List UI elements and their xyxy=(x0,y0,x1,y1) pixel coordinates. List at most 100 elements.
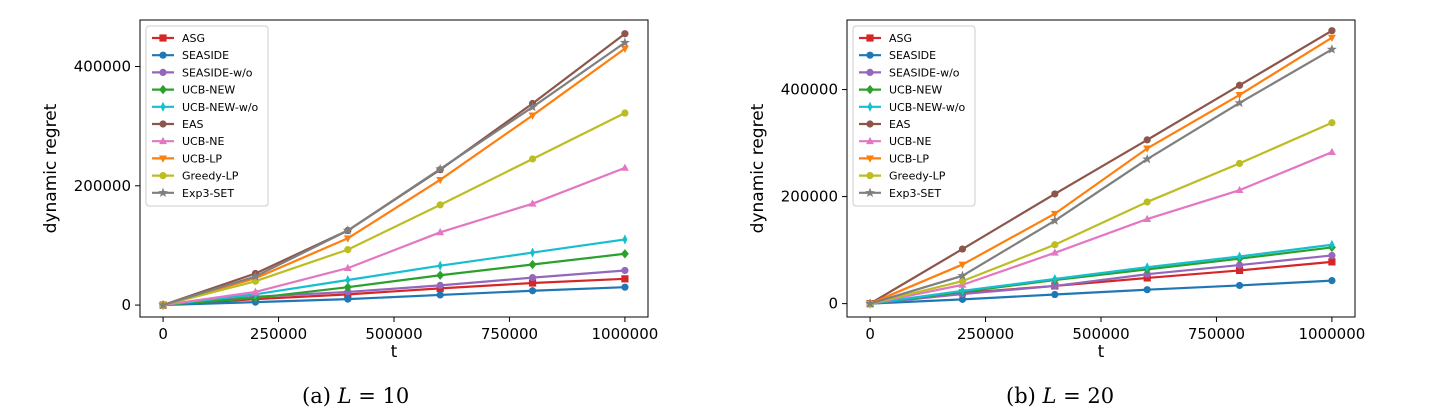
x-tick-label: 500000 xyxy=(365,325,422,343)
legend-marker xyxy=(865,187,875,198)
data-point-eas xyxy=(1143,136,1151,144)
legend-entry-seaside: SEASIDE xyxy=(859,49,936,62)
legend-entry-asg: ASG xyxy=(859,32,912,45)
legend-label: EAS xyxy=(182,118,203,131)
legend-label: Exp3-SET xyxy=(182,187,234,200)
data-point-asg xyxy=(1143,274,1151,282)
series-seaside-w-o xyxy=(866,251,1336,308)
legend-entry-ucb-new-w-o: UCB-NEW-w/o xyxy=(152,101,259,114)
data-point-ucb-lp xyxy=(620,45,629,53)
data-point-exp3-set xyxy=(619,37,630,47)
series-line-ucb-ne xyxy=(162,166,626,307)
x-tick-label: 250000 xyxy=(957,325,1014,343)
data-point-exp3-set xyxy=(1326,44,1337,54)
legend-label: Greedy-LP xyxy=(889,170,946,183)
legend-label: UCB-NEW xyxy=(182,84,235,97)
series-line-greedy-lp xyxy=(162,112,626,307)
data-point-greedy-lp xyxy=(958,277,967,285)
data-point-ucb-lp xyxy=(528,112,537,120)
legend: ASG SEASIDE SEASIDE-w/o UCB-NEW UCB-NEW-w/o E… xyxy=(145,25,269,207)
data-point-exp3-set xyxy=(1142,153,1153,164)
y-axis-label: dynamic regret xyxy=(748,103,768,233)
legend-label: UCB-LP xyxy=(182,152,222,165)
legend-label: SEASIDE xyxy=(889,49,936,62)
legend-entry-greedy-lp: Greedy-LP xyxy=(152,170,239,183)
legend-marker xyxy=(866,34,874,42)
data-point-greedy-lp xyxy=(1143,198,1151,206)
data-point-exp3-set xyxy=(342,225,353,235)
data-point-seaside xyxy=(344,295,352,303)
legend-marker xyxy=(866,172,874,180)
data-point-asg xyxy=(1235,266,1244,275)
legend-label: SEASIDE-w/o xyxy=(889,66,960,79)
legend-entry-seaside-w-o: SEASIDE-w/o xyxy=(859,66,960,79)
legend-label: UCB-NE xyxy=(889,135,931,148)
data-point-seaside xyxy=(528,287,537,295)
data-point-seaside xyxy=(1051,290,1059,299)
legend-entry-ucb-lp: UCB-LP xyxy=(152,152,222,165)
data-point-exp3-set xyxy=(158,299,169,310)
y-tick-label: 400000 xyxy=(74,58,131,76)
legend-entry-seaside: SEASIDE xyxy=(152,49,229,62)
legend-label: UCB-LP xyxy=(889,152,929,165)
data-point-ucb-lp xyxy=(1235,92,1244,100)
legend-marker xyxy=(867,101,873,112)
data-point-asg xyxy=(528,279,537,287)
caption-a-variable: L xyxy=(337,384,352,408)
data-point-ucb-ne xyxy=(1143,214,1152,222)
x-tick-label: 750000 xyxy=(481,325,538,343)
series-eas xyxy=(866,27,1336,308)
legend-marker xyxy=(159,34,167,42)
series-line-greedy-lp xyxy=(869,121,1333,305)
legend-marker xyxy=(866,136,874,145)
series-exp3-set xyxy=(158,37,630,310)
caption-b: (b) L = 20 xyxy=(1006,384,1114,408)
legend-marker xyxy=(866,68,874,76)
data-point-eas xyxy=(1235,81,1244,89)
legend-label: SEASIDE xyxy=(182,49,229,62)
legend-entry-greedy-lp: Greedy-LP xyxy=(859,170,946,183)
series-line-eas xyxy=(869,29,1333,305)
x-tick-label: 750000 xyxy=(1188,325,1245,343)
y-tick-label: 200000 xyxy=(74,177,131,195)
data-point-seaside-w-o xyxy=(1328,251,1336,260)
data-point-ucb-new-w-o xyxy=(1052,273,1058,285)
data-point-ucb-new xyxy=(436,270,445,280)
data-point-exp3-set xyxy=(865,298,876,308)
series-ucb-lp xyxy=(866,34,1336,308)
series-line-seaside xyxy=(163,286,625,307)
data-point-greedy-lp xyxy=(1235,159,1244,168)
data-point-ucb-new-w-o xyxy=(959,285,965,296)
data-point-ucb-new-w-o xyxy=(1237,251,1243,262)
legend-entry-ucb-new: UCB-NEW xyxy=(152,84,235,97)
series-ucb-new xyxy=(159,249,629,310)
legend-entry-eas: EAS xyxy=(152,118,203,131)
data-point-exp3-set xyxy=(527,101,538,112)
legend-entry-ucb-ne: UCB-NE xyxy=(152,135,224,148)
series-line-ucb-ne xyxy=(869,151,1333,305)
y-tick-label: 200000 xyxy=(781,188,838,206)
series-line-seaside xyxy=(870,279,1332,305)
legend-entry-ucb-lp: UCB-LP xyxy=(859,152,929,165)
legend-label: UCB-NE xyxy=(182,135,224,148)
legend-label: Greedy-LP xyxy=(182,170,239,183)
data-point-eas xyxy=(1051,190,1059,198)
data-point-asg xyxy=(621,275,629,283)
legend-label: ASG xyxy=(182,32,205,45)
legend-marker xyxy=(158,187,168,198)
legend-marker xyxy=(866,51,874,59)
series-ucb-new-w-o xyxy=(160,234,628,311)
series-line-ucb-new-w-o xyxy=(869,243,1333,305)
data-point-seaside-w-o xyxy=(1143,270,1151,278)
legend-entry-exp3-set: Exp3-SET xyxy=(152,187,234,200)
data-point-exp3-set xyxy=(250,271,261,281)
data-point-ucb-ne xyxy=(528,199,537,207)
x-tick-label: 500000 xyxy=(1072,325,1129,343)
data-point-seaside-w-o xyxy=(621,266,629,275)
series-line-exp3-set xyxy=(869,48,1333,305)
data-point-exp3-set xyxy=(435,163,446,174)
data-point-seaside-w-o xyxy=(1051,282,1059,290)
x-tick-label: 0 xyxy=(865,325,875,343)
series-line-seaside-w-o xyxy=(869,254,1333,305)
data-point-greedy-lp xyxy=(344,246,352,254)
